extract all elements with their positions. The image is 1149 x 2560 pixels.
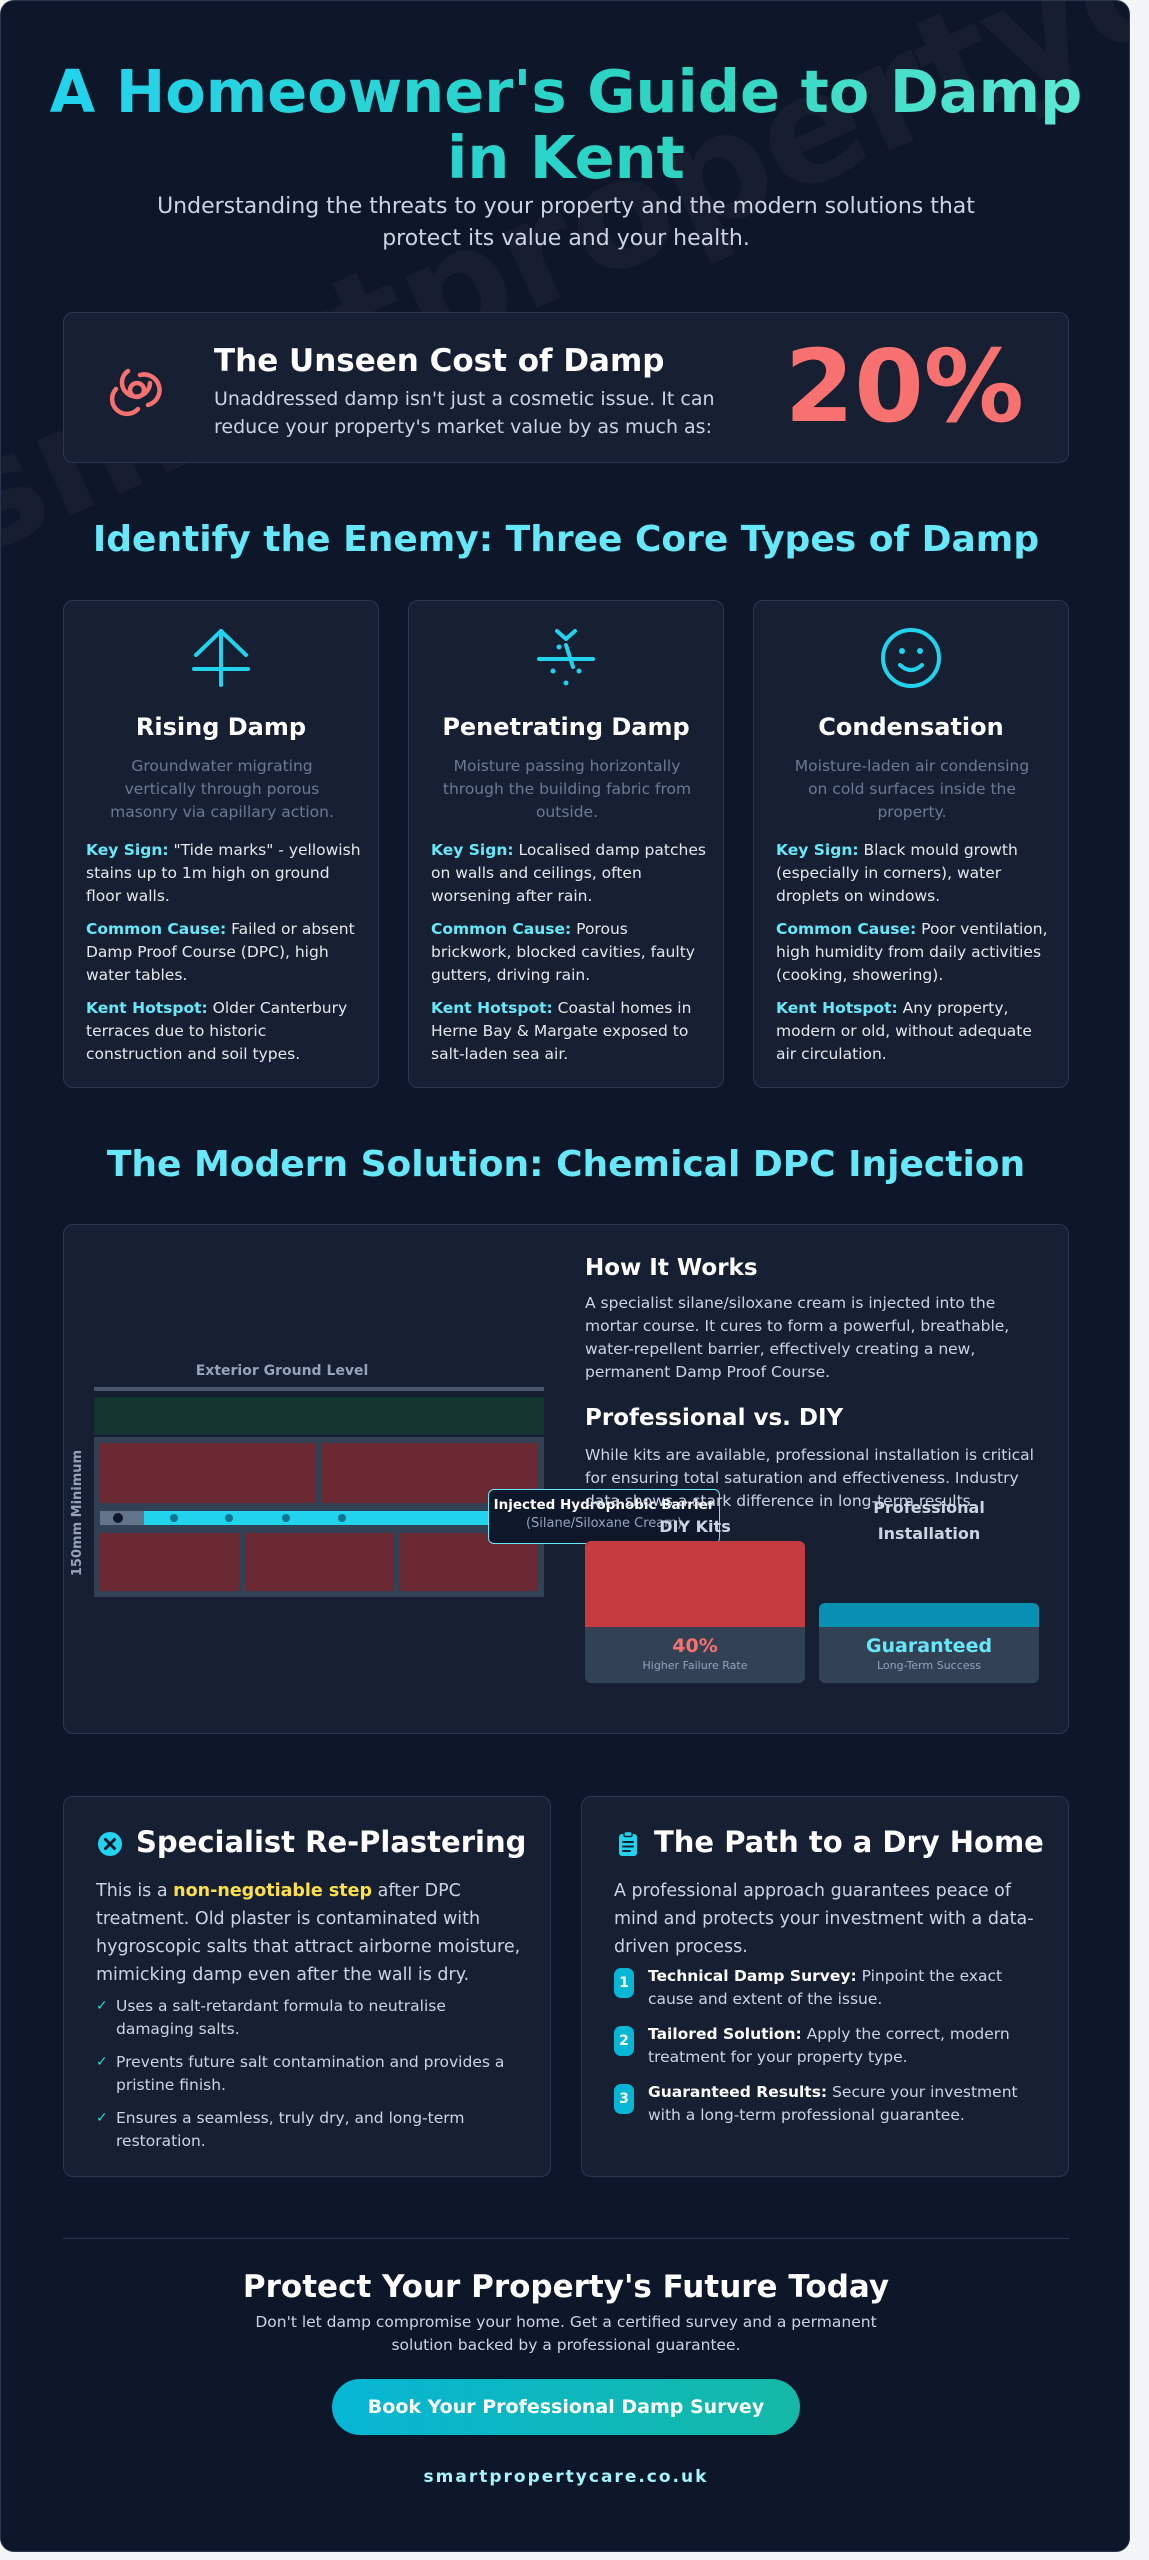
common-cause: Common Cause: Porous brickwork, blocked … [431, 920, 695, 984]
list-item: ✓ Prevents future salt contamination and … [96, 2053, 505, 2094]
bar-fill [819, 1603, 1039, 1627]
types-section-title: Identify the Enemy: Three Core Types of … [92, 519, 1040, 560]
replastering-intro: This is a non-negotiable step after DPC … [96, 1881, 521, 1985]
biohazard-icon [109, 368, 162, 417]
step-number: 1 [614, 1968, 634, 1998]
divider [63, 2238, 1069, 2239]
damp-type-card-rising: Rising Damp Groundwater migrating vertic… [63, 600, 379, 1088]
bar-base: 40% Higher Failure Rate [585, 1627, 805, 1683]
key-sign: Key Sign: Black mould growth (especially… [776, 841, 1018, 905]
bar-value: Guaranteed [865, 1635, 993, 1657]
common-cause: Common Cause: Poor ventilation, high hum… [776, 920, 1048, 984]
pro-vs-diy-title: Professional vs. DIY [585, 1405, 844, 1431]
bar-professional: Professional Installation Guaranteed Lon… [819, 1495, 1039, 1683]
damp-type-desc: Moisture-laden air condensing on cold su… [794, 757, 1030, 821]
bar-label: DIY Kits [659, 1517, 731, 1536]
damp-type-name: Penetrating Damp [442, 713, 690, 741]
step-number: 3 [614, 2084, 634, 2114]
barrier-callout: Injected Hydrophobic Barrier (Silane/Sil… [488, 1489, 720, 1544]
barrier-sub: (Silane/Siloxane Cream) [525, 1516, 683, 1531]
check-icon: ✓ [96, 2110, 108, 2126]
check-icon: ✓ [96, 2054, 108, 2070]
ground-line [94, 1387, 544, 1391]
path-card: The Path to a Dry Home A professional ap… [581, 1796, 1069, 2177]
smiley-icon [881, 628, 941, 688]
cost-card: The Unseen Cost of Damp Unaddressed damp… [63, 312, 1069, 463]
damp-type-name: Condensation [818, 713, 1004, 741]
common-cause: Common Cause: Failed or absent Damp Proo… [86, 920, 355, 984]
barrier-label: Injected Hydrophobic Barrier [493, 1497, 715, 1513]
bar-caption: Higher Failure Rate [642, 1659, 748, 1672]
rain-icon [537, 629, 595, 686]
pro-vs-diy-text: While kits are available, professional i… [585, 1446, 1034, 1510]
dpc-diagram: Exterior Ground Level 150mm Minimum [70, 1363, 592, 1597]
damp-type-facts: Key Sign: Black mould growth (especially… [776, 839, 1052, 1076]
step-number: 2 [614, 2026, 634, 2056]
website-link[interactable]: smartpropertycare.co.uk [423, 2467, 709, 2487]
cost-text: Unaddressed damp isn't just a cosmetic i… [214, 388, 715, 438]
check-icon: ✓ [96, 1998, 108, 2014]
damp-type-name: Rising Damp [135, 713, 307, 741]
cost-stat: 20% [784, 328, 1024, 445]
path-steps: 1 Technical Damp Survey: Pinpoint the exa… [614, 1965, 1044, 2139]
replastering-title: Specialist Re-Plastering [136, 1825, 527, 1859]
cta-title: Protect Your Property's Future Today [242, 2269, 890, 2305]
bar-label: Professional Installation [873, 1498, 985, 1543]
step-item: 3 Guaranteed Results: Secure your investm… [614, 2081, 1044, 2127]
close-circle-icon [98, 1832, 122, 1856]
soil-band [94, 1397, 544, 1435]
damp-type-card-condensation: Condensation Moisture-laden air condensi… [753, 600, 1069, 1088]
clipboard-icon [619, 1830, 637, 1856]
cost-title: The Unseen Cost of Damp [214, 343, 665, 379]
damp-type-facts: Key Sign: Localised damp patches on wall… [431, 839, 707, 1076]
bar-value: 40% [672, 1635, 718, 1657]
cta-text: Don't let damp compromise your home. Get… [255, 2313, 877, 2354]
page-title: A Homeowner's Guide to Damp in Kent [41, 59, 1091, 191]
path-intro: A professional approach guarantees peace… [614, 1881, 1034, 1957]
how-it-works-text: A specialist silane/siloxane cream is in… [585, 1294, 1010, 1381]
step-item: 1 Technical Damp Survey: Pinpoint the exa… [614, 1965, 1044, 2011]
page-subtitle: Understanding the threats to your proper… [157, 194, 975, 251]
ground-level-label: Exterior Ground Level [196, 1363, 369, 1379]
list-item: ✓ Uses a salt-retardant formula to neutra… [96, 1997, 446, 2038]
path-title: The Path to a Dry Home [654, 1825, 1044, 1859]
injection-point [225, 1514, 233, 1522]
injection-hole [113, 1513, 123, 1523]
list-item: ✓ Ensures a seamless, truly dry, and long… [96, 2109, 465, 2150]
min-height-label: 150mm Minimum [70, 1450, 85, 1576]
replastering-card: Specialist Re-Plastering This is a non-n… [63, 1796, 551, 2177]
bar-base: Guaranteed Long-Term Success [819, 1627, 1039, 1683]
injection-point [338, 1514, 346, 1522]
bar-diy: DIY Kits 40% Higher Failure Rate [585, 1515, 805, 1683]
injection-point [170, 1514, 178, 1522]
injection-point [282, 1514, 290, 1522]
damp-type-desc: Groundwater migrating vertically through… [110, 757, 334, 821]
how-it-works-title: How It Works [585, 1255, 758, 1281]
solution-card: Exterior Ground Level 150mm Minimum Inje… [63, 1224, 1069, 1734]
replastering-benefits: ✓ Uses a salt-retardant formula to neutra… [96, 1995, 526, 2163]
damp-type-desc: Moisture passing horizontally through th… [442, 757, 692, 821]
kent-hotspot: Kent Hotspot: Coastal homes in Herne Bay… [431, 999, 692, 1063]
key-sign: Key Sign: "Tide marks" - yellowish stain… [86, 841, 361, 905]
key-sign: Key Sign: Localised damp patches on wall… [431, 841, 706, 905]
brick [100, 1533, 240, 1591]
bar-fill [585, 1541, 805, 1627]
damp-type-card-penetrating: Penetrating Damp Moisture passing horizo… [408, 600, 724, 1088]
damp-type-facts: Key Sign: "Tide marks" - yellowish stain… [86, 839, 362, 1076]
brick [100, 1443, 316, 1503]
bar-caption: Long-Term Success [876, 1659, 982, 1672]
kent-hotspot: Kent Hotspot: Any property, modern or ol… [776, 999, 1032, 1063]
arrow-up-icon [192, 629, 250, 687]
step-item: 2 Tailored Solution: Apply the correct, m… [614, 2023, 1044, 2069]
kent-hotspot: Kent Hotspot: Older Canterbury terraces … [86, 999, 348, 1063]
solution-section-title: The Modern Solution: Chemical DPC Inject… [106, 1144, 1026, 1185]
book-survey-button[interactable]: Book Your Professional Damp Survey [332, 2379, 800, 2435]
brick [246, 1533, 394, 1591]
